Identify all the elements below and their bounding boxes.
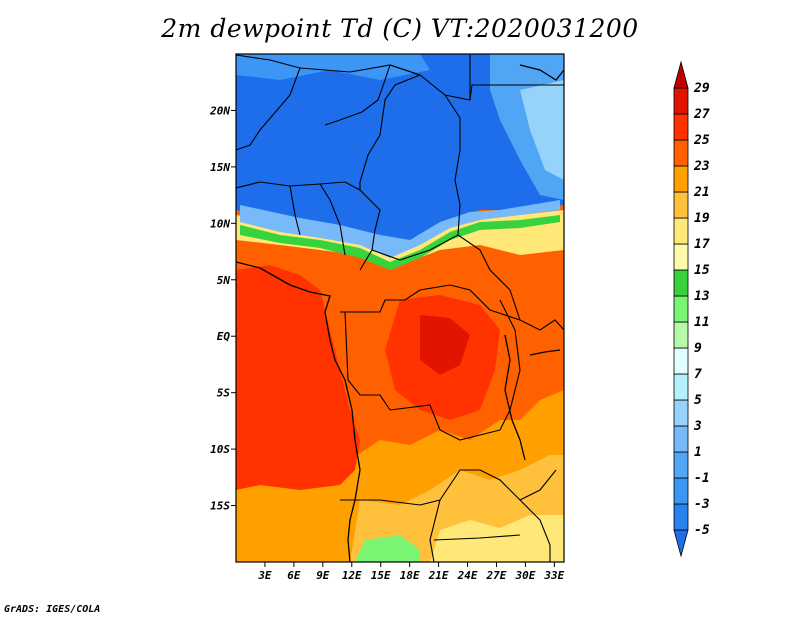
colorbar-segment bbox=[673, 165, 689, 193]
colorbar-level-label: 19 bbox=[694, 211, 710, 226]
x-tick-label: 18E bbox=[400, 569, 420, 582]
colorbar-level-label: 7 bbox=[694, 367, 702, 382]
colorbar-level-label: 5 bbox=[694, 393, 702, 408]
field-band-27-29-congo bbox=[420, 315, 470, 375]
y-axis-ticks: 20N 15N 10N 5N EQ 5S 10S 15S bbox=[209, 104, 236, 513]
colorbar-level-label: -3 bbox=[694, 497, 710, 512]
x-tick-label: 21E bbox=[428, 569, 449, 582]
colorbar-segment bbox=[673, 373, 689, 401]
x-axis-ticks: 3E 6E 9E 12E 15E 18E 21E 24E 27E 30E 33E bbox=[257, 562, 565, 582]
y-tick-label: 5N bbox=[217, 274, 231, 287]
colorbar-level-label: 13 bbox=[694, 289, 710, 304]
x-tick-label: 3E bbox=[257, 569, 272, 582]
colorbar-segment bbox=[673, 399, 689, 427]
field-band-below-minus-5 bbox=[236, 54, 564, 250]
y-tick-label: EQ bbox=[217, 330, 231, 343]
colorbar-level-label: 15 bbox=[694, 263, 710, 278]
map-title: 2m dewpoint Td (C) VT:2020031200 bbox=[161, 14, 639, 43]
x-tick-label: 30E bbox=[514, 569, 535, 582]
colorbar-level-label: 23 bbox=[693, 159, 710, 174]
colorbar-segment bbox=[673, 191, 689, 219]
colorbar-segment bbox=[673, 347, 689, 375]
colorbar-level-label: 9 bbox=[694, 341, 702, 356]
colorbar-level-label: 3 bbox=[693, 419, 702, 434]
grads-credit: GrADS: IGES/COLA bbox=[4, 604, 101, 615]
field-band-3-5-redsea bbox=[520, 80, 564, 180]
colorbar-level-label: 1 bbox=[694, 445, 702, 460]
colorbar-segment bbox=[673, 425, 689, 453]
colorbar-segment bbox=[673, 477, 689, 505]
y-tick-label: 5S bbox=[217, 387, 231, 400]
colorbar-segment bbox=[673, 217, 689, 245]
field-band-15-17 bbox=[430, 515, 564, 562]
colorbar-segment bbox=[673, 529, 689, 558]
colorbar-level-label: 11 bbox=[694, 315, 710, 330]
x-tick-label: 6E bbox=[287, 569, 301, 582]
colorbar-level-label: 27 bbox=[693, 107, 710, 122]
x-tick-label: 24E bbox=[457, 569, 478, 582]
field-band-25-27-atlantic bbox=[236, 265, 360, 490]
country-borders bbox=[236, 54, 564, 562]
y-tick-label: 10S bbox=[210, 443, 230, 456]
dewpoint-field bbox=[236, 54, 564, 562]
colorbar-segment bbox=[673, 269, 689, 297]
x-tick-label: 9E bbox=[316, 569, 330, 582]
colorbar-segment bbox=[673, 321, 689, 349]
x-tick-label: 33E bbox=[543, 569, 564, 582]
colorbar-level-label: -1 bbox=[694, 471, 710, 486]
map-frame bbox=[235, 53, 565, 563]
colorbar-level-label: 29 bbox=[693, 81, 710, 96]
colorbar-segment bbox=[673, 503, 689, 531]
y-tick-label: 15S bbox=[210, 500, 230, 513]
y-tick-label: 20N bbox=[209, 104, 230, 117]
x-tick-label: 15E bbox=[371, 569, 391, 582]
field-band-minus-3-minus-1 bbox=[236, 54, 430, 80]
colorbar-segment bbox=[673, 60, 689, 89]
colorbar-segment bbox=[673, 87, 689, 115]
colorbar-segment bbox=[673, 451, 689, 479]
y-tick-label: 10N bbox=[210, 217, 230, 230]
y-tick-label: 15N bbox=[210, 161, 230, 174]
field-band-1-3 bbox=[240, 200, 560, 258]
colorbar-segment bbox=[673, 113, 689, 141]
x-tick-label: 27E bbox=[486, 569, 507, 582]
colorbar-level-label: 25 bbox=[693, 133, 710, 148]
colorbar-level-label: -5 bbox=[694, 523, 710, 538]
colorbar-level-label: 17 bbox=[694, 237, 710, 252]
colorbar-segment bbox=[673, 139, 689, 167]
colorbar-segment bbox=[673, 243, 689, 271]
colorbar-segment bbox=[673, 295, 689, 323]
field-band-9-11 bbox=[355, 535, 420, 562]
colorbar-level-label: 21 bbox=[693, 185, 710, 200]
x-tick-label: 12E bbox=[342, 569, 362, 582]
field-band-11-13 bbox=[240, 215, 560, 270]
coastline bbox=[236, 64, 564, 562]
